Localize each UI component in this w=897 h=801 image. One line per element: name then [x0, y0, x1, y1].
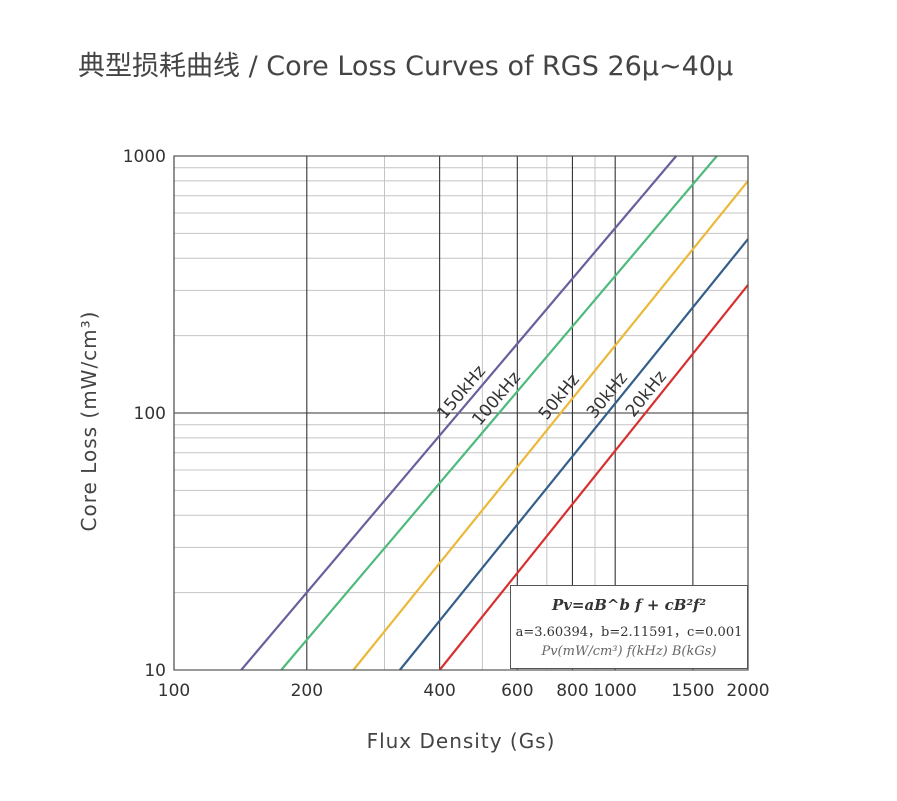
x-tick-label: 600 [501, 681, 533, 701]
x-axis-label: Flux Density (Gs) [367, 729, 556, 753]
y-tick-label: 100 [134, 404, 166, 424]
plot-frame [173, 155, 749, 671]
page-title: 典型损耗曲线 / Core Loss Curves of RGS 26μ~40μ [78, 51, 734, 82]
curve-50kHz [352, 180, 749, 671]
y-axis-label: Core Loss (mW/cm³) [77, 311, 101, 532]
x-tick-label: 800 [556, 681, 588, 701]
formula-box: Pv=aB^b f + cB²f² a=3.60394，b=2.11591，c=… [510, 585, 748, 669]
formula-units: Pv(mW/cm³) f(kHz) B(kGs) [541, 644, 717, 659]
x-tick-label: 2000 [726, 681, 769, 701]
curve-100kHz [280, 155, 718, 671]
y-tick-label: 1000 [123, 147, 166, 167]
x-tick-label: 100 [158, 681, 190, 701]
curve-150kHz [240, 155, 678, 671]
x-tick-label: 200 [291, 681, 323, 701]
x-tick-labels: 100 200 400 600 800 1000 1500 2000 [158, 681, 770, 701]
loss-curves [240, 155, 749, 671]
y-tick-label: 10 [144, 661, 166, 681]
formula-equation: Pv=aB^b f + cB²f² [551, 596, 707, 614]
x-tick-label: 1000 [594, 681, 637, 701]
x-tick-label: 400 [423, 681, 455, 701]
y-tick-labels: 10 100 1000 [123, 147, 166, 681]
x-tick-label: 1500 [671, 681, 714, 701]
formula-coefficients: a=3.60394，b=2.11591，c=0.001 [515, 625, 743, 640]
curve-20kHz [438, 284, 749, 671]
minor-gridlines [174, 156, 748, 670]
curve-30kHz [398, 238, 749, 671]
